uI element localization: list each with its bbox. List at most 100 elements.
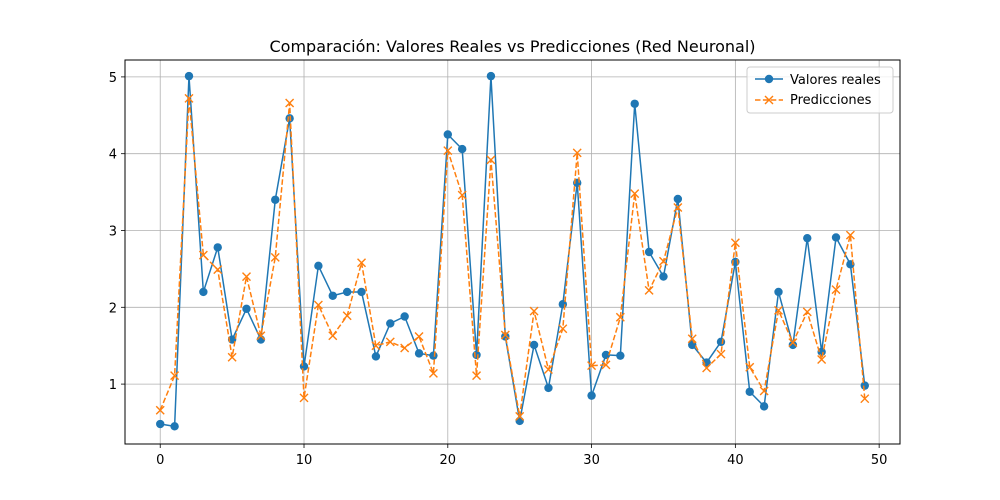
- data-point: [357, 287, 366, 297]
- legend-box: [746, 66, 894, 114]
- data-point: [170, 371, 180, 381]
- data-point: [803, 233, 812, 243]
- data-point: [673, 202, 683, 212]
- data-point: [730, 238, 740, 248]
- series-predicciones: [155, 93, 870, 421]
- data-point: [213, 243, 222, 252]
- legend-label-predicciones: Predicciones: [790, 93, 872, 108]
- data-point: [529, 340, 539, 350]
- data-point: [745, 387, 754, 396]
- data-point: [328, 331, 338, 341]
- data-point: [198, 250, 208, 260]
- data-point: [213, 265, 223, 275]
- x-tick-label: 40: [727, 453, 744, 468]
- data-point: [400, 312, 409, 321]
- data-point: [788, 338, 798, 348]
- axes-frame: [124, 59, 901, 445]
- data-point: [170, 422, 179, 431]
- data-point: [400, 343, 410, 353]
- data-point: [299, 362, 309, 371]
- x-tick-label: 50: [871, 453, 888, 468]
- data-point: [414, 331, 424, 341]
- data-point: [386, 319, 395, 328]
- data-point: [299, 393, 309, 403]
- data-point: [759, 386, 769, 396]
- data-point: [414, 349, 424, 358]
- data-point: [774, 305, 783, 315]
- data-point: [227, 352, 237, 362]
- data-point: [457, 190, 467, 200]
- y-tick-label: 2: [109, 301, 117, 316]
- data-point: [716, 349, 726, 359]
- series-line: [159, 97, 866, 418]
- data-point: [673, 194, 683, 204]
- data-point: [371, 341, 381, 351]
- y-tick-label: 4: [109, 148, 117, 163]
- data-point: [314, 261, 323, 271]
- data-point: [515, 416, 524, 426]
- data-point: [486, 155, 496, 165]
- data-point: [860, 381, 869, 390]
- data-point: [802, 307, 812, 317]
- data-point: [472, 371, 482, 381]
- data-point: [845, 230, 855, 240]
- data-point: [544, 383, 553, 393]
- y-tick-label: 3: [109, 224, 117, 239]
- data-point: [615, 312, 625, 322]
- data-point: [630, 99, 639, 108]
- data-point: [184, 93, 194, 103]
- data-point: [687, 334, 697, 344]
- data-point: [313, 300, 323, 310]
- data-point: [270, 252, 280, 262]
- data-point: [644, 247, 654, 257]
- data-point: [543, 365, 553, 374]
- series-layer: [155, 71, 870, 431]
- data-point: [429, 351, 438, 360]
- x-tick-label: 30: [583, 453, 600, 468]
- data-point: [357, 258, 367, 268]
- data-point: [501, 332, 510, 341]
- legend-label-valores-reales: Valores reales: [790, 73, 881, 88]
- x-tick-label: 0: [156, 453, 164, 468]
- data-point: [788, 340, 798, 350]
- data-point: [860, 394, 870, 404]
- data-point: [616, 351, 625, 360]
- data-point: [342, 287, 352, 297]
- data-point: [156, 419, 165, 429]
- legend: Valores reales Predicciones: [746, 66, 894, 114]
- data-point: [759, 402, 769, 411]
- data-point: [500, 330, 510, 340]
- data-point: [443, 130, 452, 139]
- chart-title: Comparación: Valores Reales vs Prediccio…: [269, 37, 755, 56]
- data-point: [831, 233, 841, 242]
- data-point: [644, 285, 654, 295]
- x-tick-label: 20: [440, 453, 457, 468]
- data-point: [486, 71, 496, 81]
- ticks: 0 10 20 30 40 50 1 2 3 4 5: [109, 71, 888, 468]
- data-point: [587, 391, 596, 400]
- data-point: [716, 337, 726, 347]
- data-point: [199, 287, 208, 297]
- y-tick-label: 1: [109, 378, 117, 393]
- legend-marker-valores-reales: [764, 74, 774, 84]
- data-point: [155, 405, 165, 415]
- data-point: [659, 272, 668, 281]
- legend-marker-predicciones: [764, 95, 774, 105]
- y-tick-label: 5: [109, 71, 117, 86]
- data-point: [385, 337, 395, 347]
- data-point: [242, 272, 251, 282]
- data-point: [587, 361, 597, 371]
- data-point: [558, 324, 568, 334]
- data-point: [745, 362, 755, 372]
- data-point: [256, 331, 266, 341]
- data-point: [184, 71, 194, 81]
- data-point: [658, 256, 668, 266]
- data-point: [242, 304, 251, 314]
- data-point: [428, 368, 438, 378]
- data-point: [817, 347, 826, 357]
- data-point: [831, 285, 841, 295]
- data-point: [702, 363, 712, 373]
- data-point: [328, 291, 337, 300]
- data-point: [342, 311, 352, 321]
